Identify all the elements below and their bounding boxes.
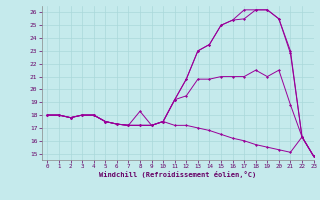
X-axis label: Windchill (Refroidissement éolien,°C): Windchill (Refroidissement éolien,°C) bbox=[99, 171, 256, 178]
